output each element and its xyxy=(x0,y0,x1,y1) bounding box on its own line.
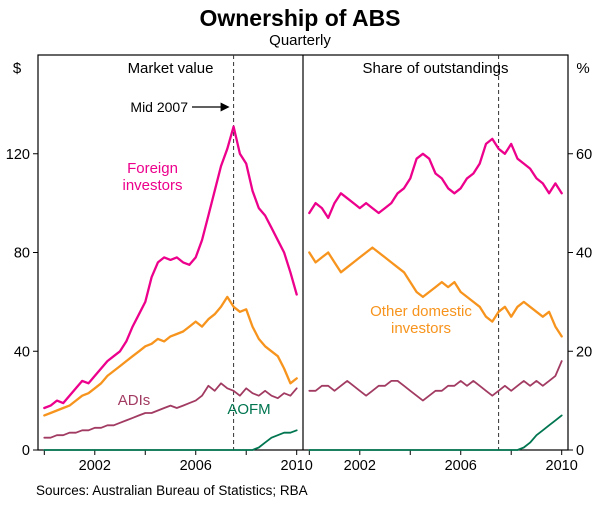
series-line-aofm xyxy=(43,429,298,451)
series-line-other-domestic-investors xyxy=(43,295,298,417)
series-line-aofm xyxy=(308,414,563,451)
y-tick-label-left: 0 xyxy=(22,443,30,459)
y-axis-unit-dollars: $ xyxy=(12,60,22,77)
y-tick-label-right: 0 xyxy=(576,443,584,459)
series-line-foreign-investors xyxy=(308,137,563,220)
series-label-aofm: AOFM xyxy=(227,401,271,418)
series-line-foreign-investors xyxy=(43,125,298,410)
y-tick-label-left: 40 xyxy=(14,344,30,360)
series-line-adis xyxy=(43,382,298,439)
mid-2007-annotation: Mid 2007 xyxy=(130,99,188,115)
x-tick-label: 2002 xyxy=(79,458,111,474)
series-line-other-domestic-investors xyxy=(308,246,563,338)
series-line-adis xyxy=(308,360,563,402)
series-label-adis: ADIs xyxy=(117,392,151,409)
y-tick-label-left: 120 xyxy=(6,147,30,163)
sources-note: Sources: Australian Bureau of Statistics… xyxy=(36,483,308,498)
panel-title-market-value: Market value xyxy=(127,60,214,77)
series-label-other-domestic-investors: Other domestic investors xyxy=(370,303,472,338)
y-tick-label-left: 80 xyxy=(14,246,30,262)
chart-title: Ownership of ABS xyxy=(199,5,401,31)
y-tick-label-right: 60 xyxy=(576,147,592,163)
x-tick-label: 2006 xyxy=(180,458,212,474)
y-tick-label-right: 20 xyxy=(576,344,592,360)
annotation-arrow-head xyxy=(220,102,230,112)
x-tick-label: 2002 xyxy=(344,458,376,474)
x-tick-label: 2010 xyxy=(281,458,313,474)
chart-subtitle: Quarterly xyxy=(269,32,331,49)
y-axis-unit-percent: % xyxy=(576,60,590,77)
x-tick-label: 2006 xyxy=(445,458,477,474)
y-tick-label-right: 40 xyxy=(576,246,592,262)
x-tick-label: 2010 xyxy=(546,458,578,474)
series-label-foreign-investors: Foreign investors xyxy=(122,160,183,195)
panel-title-share-outstandings: Share of outstandings xyxy=(362,60,509,77)
